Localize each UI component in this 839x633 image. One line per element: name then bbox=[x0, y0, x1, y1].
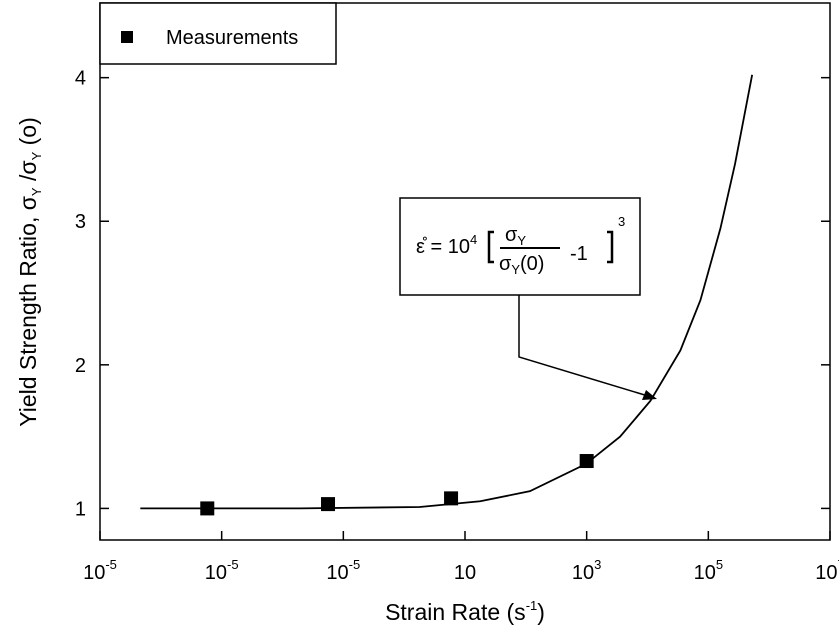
y-label-mid: /σ bbox=[15, 160, 41, 187]
fit-curve bbox=[140, 74, 754, 510]
x-tick-label: 10 bbox=[454, 562, 476, 584]
x-tick-base: 10 bbox=[815, 562, 837, 584]
legend-box bbox=[99, 2, 337, 65]
denominator-sub: Y bbox=[511, 262, 520, 277]
x-tick-label: 107 bbox=[815, 557, 839, 584]
y-tick-label: 2 bbox=[75, 355, 86, 377]
x-tick-exponent: -5 bbox=[227, 557, 239, 572]
x-tick-base: 10 bbox=[326, 562, 348, 584]
numerator: σ bbox=[505, 224, 518, 246]
data-point bbox=[444, 491, 459, 506]
equation-exponent: 4 bbox=[470, 232, 477, 247]
numerator-sub: Y bbox=[517, 233, 526, 248]
x-tick-base: 10 bbox=[205, 562, 227, 584]
equation-text: ε̊ = 104 bbox=[416, 232, 477, 258]
denominator-tail: (0) bbox=[520, 253, 544, 275]
x-tick-exponent: -5 bbox=[349, 557, 361, 572]
x-tick-base: 10 bbox=[83, 562, 105, 584]
equation-power: 3 bbox=[618, 214, 625, 229]
x-tick-label: 10-5 bbox=[326, 557, 360, 584]
y-label-sub1: Y bbox=[29, 187, 44, 196]
denominator: σ bbox=[499, 253, 512, 275]
x-label-tail: ) bbox=[537, 599, 545, 625]
x-tick-exponent: 5 bbox=[716, 557, 723, 572]
x-label-text: Strain Rate (s bbox=[385, 599, 526, 625]
legend-label: Measurements bbox=[166, 27, 298, 49]
equation-numerator: σY bbox=[505, 224, 526, 248]
x-label-sup: -1 bbox=[526, 598, 538, 613]
x-tick-base: 10 bbox=[572, 562, 594, 584]
y-axis-label: Yield Strength Ratio, σY /σY (o) bbox=[15, 117, 44, 427]
annotation-arrow bbox=[518, 295, 649, 397]
equation-brackets bbox=[487, 230, 614, 264]
y-label-tail: (o) bbox=[15, 117, 41, 152]
x-tick-label: 105 bbox=[694, 557, 723, 584]
y-tick-label: 1 bbox=[75, 498, 86, 520]
x-tick-label: 10-5 bbox=[205, 557, 239, 584]
y-label-text: Yield Strength Ratio, σ bbox=[15, 196, 41, 427]
equation-lhs: ε̊ = 10 bbox=[416, 236, 470, 258]
y-tick-label: 4 bbox=[75, 68, 86, 90]
x-tick-base: 10 bbox=[694, 562, 716, 584]
x-tick-exponent: 3 bbox=[594, 557, 601, 572]
equation-denominator: σY(0) bbox=[499, 253, 544, 277]
y-label-sub2: Y bbox=[29, 151, 44, 160]
legend-marker bbox=[121, 31, 133, 43]
x-tick-label: 10-5 bbox=[83, 557, 117, 584]
annotation-box bbox=[399, 197, 641, 296]
x-axis-label: Strain Rate (s-1) bbox=[385, 598, 545, 625]
x-tick-exponent: -5 bbox=[105, 557, 117, 572]
y-tick-label: 3 bbox=[75, 211, 86, 233]
equation-tail: -1 bbox=[570, 243, 588, 265]
x-tick-label: 103 bbox=[572, 557, 601, 584]
x-tick-base: 10 bbox=[454, 562, 476, 584]
x-tick-exponent: 7 bbox=[838, 557, 839, 572]
